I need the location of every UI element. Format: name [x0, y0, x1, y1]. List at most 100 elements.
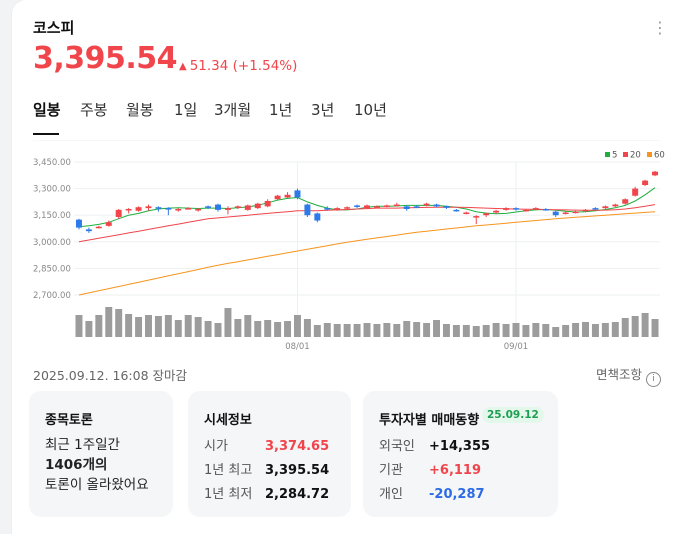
candle-body — [413, 206, 420, 208]
discussion-panel[interactable]: 종목토론 최근 1주일간 1406개의 토론이 올라왔어요 — [29, 391, 173, 517]
volume-bar — [174, 320, 182, 337]
volume-bar — [363, 323, 371, 337]
y-tick-label: 3,000.00 — [33, 238, 71, 248]
candle-body — [175, 208, 182, 211]
tab-3months[interactable]: 3개월 — [214, 101, 252, 119]
tab-monthly[interactable]: 월봉 — [126, 101, 154, 119]
tab-10years[interactable]: 10년 — [354, 101, 387, 119]
candle-body — [572, 211, 579, 214]
volume-bar — [542, 324, 550, 337]
candle-body — [453, 209, 460, 212]
ma-line-20 — [78, 204, 656, 243]
volume-bar — [572, 323, 580, 337]
candle-body — [344, 207, 351, 209]
candle-body — [642, 180, 649, 186]
volume-bar — [333, 324, 341, 337]
volume-bar — [85, 321, 93, 337]
volume-bar — [353, 324, 361, 337]
tab-1day[interactable]: 1일 — [174, 101, 198, 119]
legend-label-5: 5 — [612, 151, 617, 161]
investor-trend-title: 투자자별 매매동향 — [379, 413, 480, 428]
candle-body — [503, 208, 510, 210]
candle-body — [463, 212, 470, 215]
ma-line-60 — [78, 211, 656, 296]
candle-body — [105, 222, 112, 226]
year-high-value: 3,395.54 — [265, 463, 330, 478]
active-tab-indicator — [33, 133, 59, 135]
foreign-row: 외국인 +14,355 — [379, 435, 490, 454]
candlestick-chart[interactable]: 3,450.00 3,300.00 3,150.00 3,000.00 2,850.00… — [12, 140, 681, 355]
volume-bar — [492, 323, 500, 337]
volume-bar — [194, 317, 202, 337]
candle-body — [443, 206, 450, 208]
candle-body — [274, 195, 281, 200]
candle-body — [383, 205, 390, 207]
individual-row: 개인 -20,287 — [379, 483, 485, 502]
info-icon: i — [646, 372, 661, 387]
tab-weekly[interactable]: 주봉 — [80, 101, 108, 119]
volume-bar — [651, 319, 659, 337]
open-price-row: 시가 3,374.65 — [204, 435, 329, 454]
market-info-panel[interactable]: 시세정보 시가 3,374.65 1년 최고 3,395.54 1년 최저 2,284… — [188, 391, 351, 517]
more-options-icon[interactable]: ⋮ — [652, 18, 668, 37]
volume-bar — [154, 316, 162, 337]
candle-body — [612, 204, 619, 207]
price-change: ▲ 51.34 (+1.54%) — [179, 58, 297, 74]
volume-bar — [611, 322, 619, 337]
candle-body — [224, 208, 231, 210]
volume-bar — [413, 322, 421, 337]
investor-trend-panel[interactable]: 투자자별 매매동향 25.09.12 외국인 +14,355 기관 +6,119 개… — [363, 391, 558, 517]
up-arrow-icon: ▲ — [179, 61, 187, 72]
candle-body — [364, 205, 370, 209]
disclaimer-link[interactable]: 면책조항 i — [596, 364, 661, 387]
volume-bar — [303, 319, 311, 337]
volume-bar — [502, 324, 510, 337]
candle-body — [552, 211, 559, 216]
volume-bar — [145, 315, 152, 337]
candle-body — [75, 219, 82, 228]
candle-body — [85, 229, 92, 232]
volume-bar — [532, 323, 540, 337]
year-low-value: 2,284.72 — [265, 487, 330, 502]
volume-bar — [423, 323, 431, 337]
volume-bar — [284, 321, 292, 337]
volume-bar — [482, 325, 490, 337]
year-low-label: 1년 최저 — [204, 487, 253, 502]
y-tick-label: 3,150.00 — [33, 211, 71, 221]
volume-bar — [512, 323, 520, 337]
candle-body — [234, 206, 241, 208]
volume-bar — [224, 308, 232, 337]
candle-body — [652, 171, 659, 176]
candle-body — [622, 199, 629, 204]
volume-bar — [323, 323, 331, 337]
institution-label: 기관 — [379, 463, 403, 478]
volume-bar — [293, 315, 301, 337]
discussion-line-2: 1406개의 — [45, 457, 108, 473]
y-tick-label: 3,450.00 — [33, 158, 71, 168]
discussion-line-1: 최근 1주일간 — [45, 437, 120, 453]
candle-body — [244, 205, 251, 210]
open-price-value: 3,374.65 — [265, 439, 330, 454]
candle-body — [522, 209, 529, 212]
volume-bar — [452, 325, 460, 337]
tab-1year[interactable]: 1년 — [269, 101, 293, 119]
volume-bar — [264, 320, 272, 337]
institution-row: 기관 +6,119 — [379, 459, 481, 478]
candle-body — [304, 204, 311, 216]
tab-daily[interactable]: 일봉 — [33, 101, 61, 119]
candle-body — [592, 208, 599, 210]
current-price: 3,395.54 — [33, 41, 178, 76]
volume-bar — [115, 309, 123, 337]
volume-bar — [105, 307, 113, 337]
volume-bar — [621, 318, 629, 337]
candle-body — [513, 208, 519, 210]
volume-bar — [75, 315, 83, 337]
candle-body — [254, 203, 261, 209]
candle-body — [205, 206, 212, 208]
legend-swatch-5 — [605, 152, 610, 157]
volume-bar — [591, 324, 599, 337]
candle-body — [403, 206, 410, 209]
tab-3years[interactable]: 3년 — [311, 101, 335, 119]
candle-body — [195, 208, 202, 211]
volume-bar — [641, 313, 649, 337]
